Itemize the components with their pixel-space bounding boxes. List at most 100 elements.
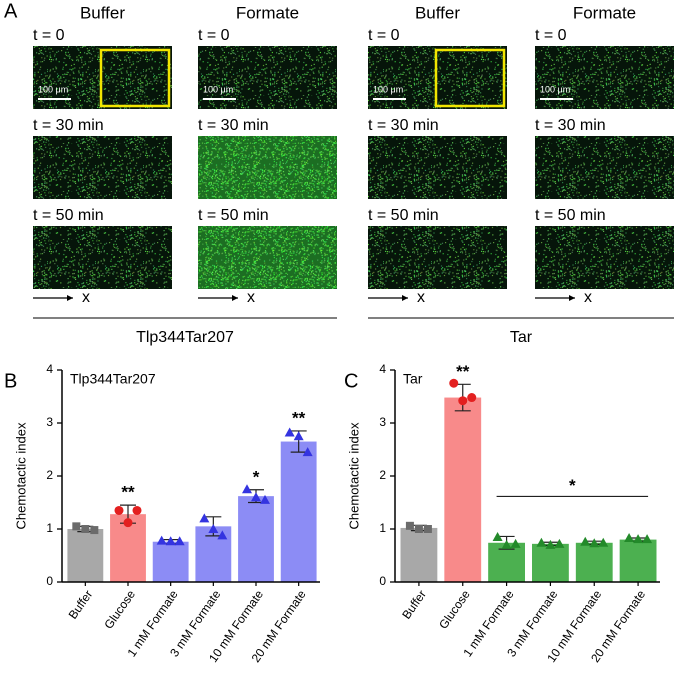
arrow-head — [67, 295, 73, 301]
data-point — [81, 525, 90, 533]
y-axis-title: Chemotactic index — [346, 422, 361, 529]
data-point — [132, 505, 142, 515]
arrow-head — [402, 295, 408, 301]
chart-title: Tlp344Tar207 — [70, 371, 156, 387]
data-point — [423, 525, 432, 533]
significance: * — [253, 467, 260, 486]
time-label: t = 50 min — [535, 207, 606, 224]
micrograph — [368, 226, 507, 289]
time-label: t = 0 — [198, 27, 230, 44]
time-label: t = 0 — [368, 27, 400, 44]
data-point — [458, 396, 468, 406]
data-point — [174, 536, 185, 546]
micrograph — [535, 136, 674, 199]
column-header: Formate — [573, 3, 636, 22]
x-tick-label: Buffer — [66, 588, 96, 622]
significance: ** — [456, 362, 470, 381]
group-label: Tar — [510, 329, 533, 346]
data-point — [554, 538, 565, 548]
time-label: t = 30 min — [33, 117, 104, 134]
roi-box — [434, 48, 506, 108]
data-point — [467, 393, 477, 403]
axis-label: x — [417, 289, 425, 306]
x-tick-label: Glucose — [436, 587, 473, 631]
data-point — [199, 513, 210, 523]
data-point — [589, 538, 600, 548]
column-header: Buffer — [415, 3, 460, 22]
time-label: t = 30 min — [198, 117, 269, 134]
data-point — [72, 522, 81, 531]
data-point — [580, 536, 591, 546]
micrograph — [33, 136, 172, 199]
x-tick-label: Glucose — [101, 587, 138, 631]
data-point — [208, 524, 219, 533]
bar — [619, 539, 657, 582]
data-point — [251, 492, 261, 502]
y-tick-label: 0 — [46, 574, 53, 588]
bar — [238, 496, 274, 582]
arrow-head — [569, 295, 575, 301]
y-tick-label: 3 — [379, 415, 386, 429]
data-point — [405, 521, 414, 530]
data-point — [123, 518, 133, 528]
scale-bar-label: 100 μm — [38, 84, 68, 94]
data-point — [114, 505, 124, 515]
data-point — [510, 538, 521, 548]
scale-bar-label: 100 μm — [373, 84, 403, 94]
micrograph — [198, 226, 337, 289]
data-point — [293, 431, 304, 441]
data-point — [624, 533, 635, 543]
data-point — [536, 537, 547, 547]
significance: ** — [292, 408, 306, 427]
data-point — [284, 427, 295, 437]
time-label: t = 50 min — [33, 207, 104, 224]
time-label: t = 30 min — [535, 117, 606, 134]
data-point — [414, 525, 423, 533]
data-point — [642, 534, 653, 544]
panel-label: C — [344, 370, 358, 392]
y-tick-label: 2 — [46, 468, 53, 482]
data-point — [165, 536, 176, 546]
panel-label: A — [4, 0, 18, 22]
y-axis-title: Chemotactic index — [13, 422, 28, 529]
arrow-head — [232, 295, 238, 301]
significance: ** — [121, 483, 135, 502]
micrograph — [33, 226, 172, 289]
data-point — [90, 526, 99, 535]
chart-title: Tar — [403, 371, 423, 387]
data-point — [156, 535, 167, 545]
data-point — [633, 534, 644, 544]
group-label: Tlp344Tar207 — [136, 329, 234, 346]
bar — [152, 541, 189, 582]
micrograph — [535, 226, 674, 289]
roi-box — [99, 48, 171, 108]
significance: * — [569, 476, 576, 495]
bar — [280, 441, 317, 582]
data-point — [449, 378, 459, 388]
time-label: t = 0 — [33, 27, 65, 44]
bar — [575, 542, 613, 582]
x-tick-label: Buffer — [399, 588, 429, 622]
panel-label: B — [4, 370, 17, 392]
y-tick-label: 4 — [379, 362, 386, 376]
micrograph — [368, 136, 507, 199]
micrograph — [198, 136, 337, 199]
data-point — [501, 539, 512, 549]
data-point — [598, 537, 609, 547]
data-point — [302, 447, 313, 457]
time-label: t = 0 — [535, 27, 567, 44]
bar — [444, 397, 482, 582]
data-point — [217, 530, 228, 540]
y-tick-label: 2 — [379, 468, 386, 482]
axis-label: x — [82, 289, 90, 306]
axis-label: x — [584, 289, 592, 306]
y-tick-label: 3 — [46, 415, 53, 429]
data-point — [260, 494, 270, 504]
axis-label: x — [247, 289, 255, 306]
time-label: t = 50 min — [198, 207, 269, 224]
scale-bar-label: 100 μm — [540, 84, 570, 94]
data-point — [492, 531, 503, 541]
column-header: Formate — [236, 3, 299, 22]
scale-bar-label: 100 μm — [203, 84, 233, 94]
